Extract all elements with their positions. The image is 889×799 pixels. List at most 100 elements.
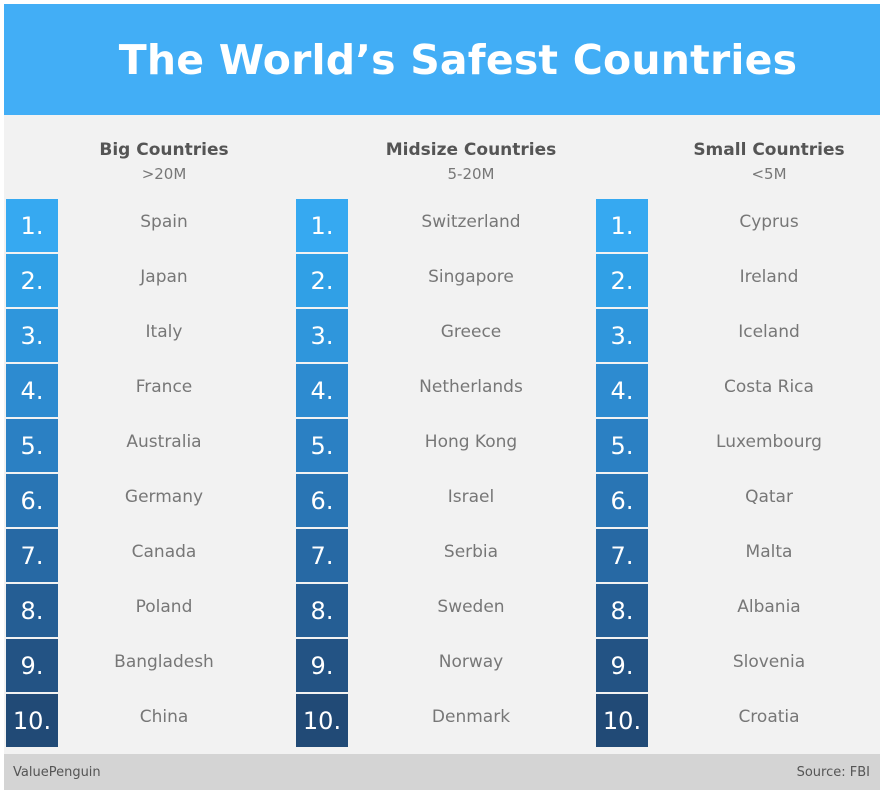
ranking-list: 1. Cyprus 2. Ireland 3. Iceland 4. Costa Rica 5.… bbox=[596, 199, 880, 749]
country-name: Luxembourg bbox=[716, 432, 822, 452]
rank-badge: 9. bbox=[596, 639, 648, 692]
country-name: Iceland bbox=[738, 322, 800, 342]
rank-badge: 6. bbox=[6, 474, 58, 527]
list-item: 6. Germany bbox=[4, 474, 304, 529]
list-item: 1. Switzerland bbox=[296, 199, 606, 254]
country-name: Italy bbox=[145, 322, 183, 342]
list-item: 7. Malta bbox=[596, 529, 880, 584]
list-item: 8. Sweden bbox=[296, 584, 606, 639]
country-name: Greece bbox=[440, 322, 502, 342]
rank-badge: 5. bbox=[6, 419, 58, 472]
list-item: 1. Spain bbox=[4, 199, 304, 254]
rank-badge: 2. bbox=[6, 254, 58, 307]
list-item: 10. China bbox=[4, 694, 304, 749]
list-item: 9. Bangladesh bbox=[4, 639, 304, 694]
column-subtitle: <5M bbox=[751, 165, 787, 183]
country-name: France bbox=[135, 377, 193, 397]
list-item: 2. Ireland bbox=[596, 254, 880, 309]
list-item: 7. Canada bbox=[4, 529, 304, 584]
rank-badge: 8. bbox=[6, 584, 58, 637]
column-title: Midsize Countries bbox=[385, 140, 557, 160]
column-small-countries: Small Countries <5M 1. Cyprus 2. Ireland 3. I… bbox=[596, 140, 880, 747]
rank-badge: 10. bbox=[296, 694, 348, 747]
country-name: Norway bbox=[438, 652, 504, 672]
country-name: Spain bbox=[140, 212, 188, 232]
rank-badge: 9. bbox=[296, 639, 348, 692]
rank-badge: 6. bbox=[296, 474, 348, 527]
list-item: 3. Greece bbox=[296, 309, 606, 364]
list-item: 8. Albania bbox=[596, 584, 880, 639]
country-name: Qatar bbox=[745, 487, 793, 507]
list-item: 5. Australia bbox=[4, 419, 304, 474]
country-name: Singapore bbox=[428, 267, 514, 287]
list-item: 9. Slovenia bbox=[596, 639, 880, 694]
country-name: Poland bbox=[135, 597, 193, 617]
country-name: Sweden bbox=[437, 597, 505, 617]
rank-badge: 10. bbox=[596, 694, 648, 747]
country-name: Denmark bbox=[431, 707, 511, 727]
country-name: China bbox=[139, 707, 189, 727]
column-subtitle: >20M bbox=[141, 165, 187, 183]
rank-badge: 1. bbox=[296, 199, 348, 252]
rank-badge: 4. bbox=[6, 364, 58, 417]
rank-badge: 3. bbox=[6, 309, 58, 362]
list-item: 4. Costa Rica bbox=[596, 364, 880, 419]
rank-badge: 4. bbox=[596, 364, 648, 417]
footer-bar: ValuePenguin Source: FBI bbox=[4, 754, 880, 790]
list-item: 5. Luxembourg bbox=[596, 419, 880, 474]
list-item: 1. Cyprus bbox=[596, 199, 880, 254]
rank-badge: 8. bbox=[596, 584, 648, 637]
list-item: 10. Denmark bbox=[296, 694, 606, 749]
ranking-list: 1. Spain 2. Japan 3. Italy 4. France 5. Australia… bbox=[4, 199, 304, 749]
rank-badge: 4. bbox=[296, 364, 348, 417]
country-name: Japan bbox=[140, 267, 188, 287]
rank-badge: 8. bbox=[296, 584, 348, 637]
rank-badge: 5. bbox=[596, 419, 648, 472]
country-name: Netherlands bbox=[419, 377, 523, 397]
column-subtitle: 5-20M bbox=[447, 165, 495, 183]
country-name: Switzerland bbox=[421, 212, 521, 232]
rank-badge: 3. bbox=[296, 309, 348, 362]
country-name: Israel bbox=[447, 487, 495, 507]
country-name: Malta bbox=[745, 542, 793, 562]
rank-badge: 10. bbox=[6, 694, 58, 747]
list-item: 6. Israel bbox=[296, 474, 606, 529]
country-name: Albania bbox=[737, 597, 801, 617]
list-item: 3. Iceland bbox=[596, 309, 880, 364]
column-title: Big Countries bbox=[99, 140, 229, 160]
list-item: 4. Netherlands bbox=[296, 364, 606, 419]
list-item: 2. Japan bbox=[4, 254, 304, 309]
rank-badge: 7. bbox=[296, 529, 348, 582]
list-item: 3. Italy bbox=[4, 309, 304, 364]
ranking-list: 1. Switzerland 2. Singapore 3. Greece 4. Nether… bbox=[296, 199, 606, 749]
country-name: Croatia bbox=[738, 707, 800, 727]
list-item: 7. Serbia bbox=[296, 529, 606, 584]
list-item: 8. Poland bbox=[4, 584, 304, 639]
country-name: Hong Kong bbox=[424, 432, 518, 452]
rank-badge: 9. bbox=[6, 639, 58, 692]
brand-label: ValuePenguin bbox=[13, 764, 101, 780]
rank-badge: 1. bbox=[6, 199, 58, 252]
title-banner: The World’s Safest Countries bbox=[4, 4, 880, 115]
country-name: Costa Rica bbox=[724, 377, 814, 397]
page-title: The World’s Safest Countries bbox=[118, 35, 798, 84]
list-item: 6. Qatar bbox=[596, 474, 880, 529]
country-name: Ireland bbox=[739, 267, 799, 287]
rank-badge: 7. bbox=[6, 529, 58, 582]
rank-badge: 6. bbox=[596, 474, 648, 527]
rank-badge: 5. bbox=[296, 419, 348, 472]
country-name: Australia bbox=[126, 432, 202, 452]
country-name: Cyprus bbox=[739, 212, 799, 232]
country-name: Germany bbox=[124, 487, 204, 507]
rank-badge: 2. bbox=[296, 254, 348, 307]
rank-badge: 2. bbox=[596, 254, 648, 307]
rank-badge: 1. bbox=[596, 199, 648, 252]
list-item: 5. Hong Kong bbox=[296, 419, 606, 474]
source-label: Source: FBI bbox=[796, 764, 870, 780]
list-item: 2. Singapore bbox=[296, 254, 606, 309]
list-item: 4. France bbox=[4, 364, 304, 419]
rank-badge: 3. bbox=[596, 309, 648, 362]
column-title: Small Countries bbox=[693, 140, 845, 160]
list-item: 9. Norway bbox=[296, 639, 606, 694]
list-item: 10. Croatia bbox=[596, 694, 880, 749]
